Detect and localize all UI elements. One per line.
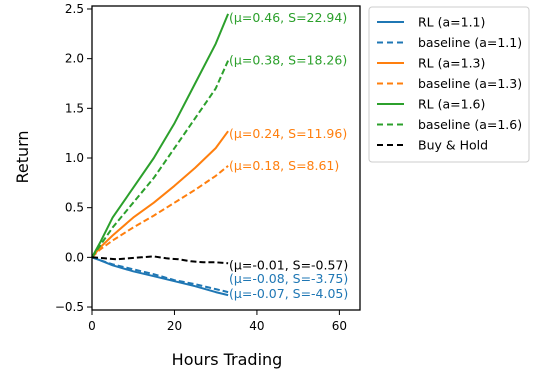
legend-label: baseline (a=1.6): [418, 117, 522, 132]
y-tick-label: 0.0: [65, 250, 84, 264]
series-annotation-2: (μ=0.24, S=11.96): [229, 126, 347, 141]
series-annotation-0: (μ=-0.07, S=-4.05): [229, 286, 348, 301]
x-tick-label: 20: [167, 319, 182, 333]
series-line-1: [91, 256, 229, 294]
x-tick-label: 40: [249, 319, 264, 333]
series-line-4: [91, 13, 230, 258]
y-axis-label: Return: [13, 130, 32, 183]
y-tick-label: 0.5: [65, 201, 84, 215]
legend-label: RL (a=1.1): [418, 15, 485, 30]
series-layer: [91, 13, 230, 297]
series-annotation-4: (μ=0.46, S=22.94): [229, 10, 347, 25]
series-line-0: [91, 256, 229, 297]
y-tick-label: 1.5: [65, 101, 84, 115]
legend-label: Buy & Hold: [418, 138, 488, 153]
x-axis: 0 20 40 60: [88, 310, 347, 333]
series-annotation-1: (μ=-0.08, S=-3.75): [229, 271, 348, 286]
x-tick-label: 0: [88, 319, 96, 333]
series-line-2: [91, 130, 229, 258]
x-tick-label: 60: [332, 319, 347, 333]
y-tick-label: 2.0: [65, 52, 84, 66]
series-line-3: [91, 165, 229, 259]
legend-label: RL (a=1.3): [418, 56, 485, 71]
series-annotation-3: (μ=0.18, S=8.61): [229, 158, 339, 173]
annotation-layer: (μ=-0.07, S=-4.05)(μ=-0.08, S=-3.75) (μ=0…: [229, 10, 348, 301]
legend-entries: RL (a=1.1) baseline (a=1.1) RL (a=1.3) base…: [377, 15, 522, 153]
series-line-5: [91, 60, 230, 258]
legend-box: [368, 6, 530, 163]
y-tick-label: 2.5: [65, 2, 84, 16]
legend-label: baseline (a=1.3): [418, 76, 522, 91]
legend: RL (a=1.1) baseline (a=1.1) RL (a=1.3) base…: [368, 6, 530, 163]
series-annotation-5: (μ=0.38, S=18.26): [229, 53, 347, 68]
series-annotation-6: (μ=-0.01, S=-0.57): [229, 257, 348, 272]
series-line-6: [91, 255, 229, 265]
legend-label: baseline (a=1.1): [418, 35, 522, 50]
y-tick-label: −0.5: [55, 300, 84, 314]
legend-label: RL (a=1.6): [418, 97, 485, 112]
y-tick-label: 1.0: [65, 151, 84, 165]
y-axis: −0.5 0.0 0.5 1.0 1.5 2.0 2.5: [55, 2, 92, 314]
x-axis-label: Hours Trading: [172, 350, 283, 369]
